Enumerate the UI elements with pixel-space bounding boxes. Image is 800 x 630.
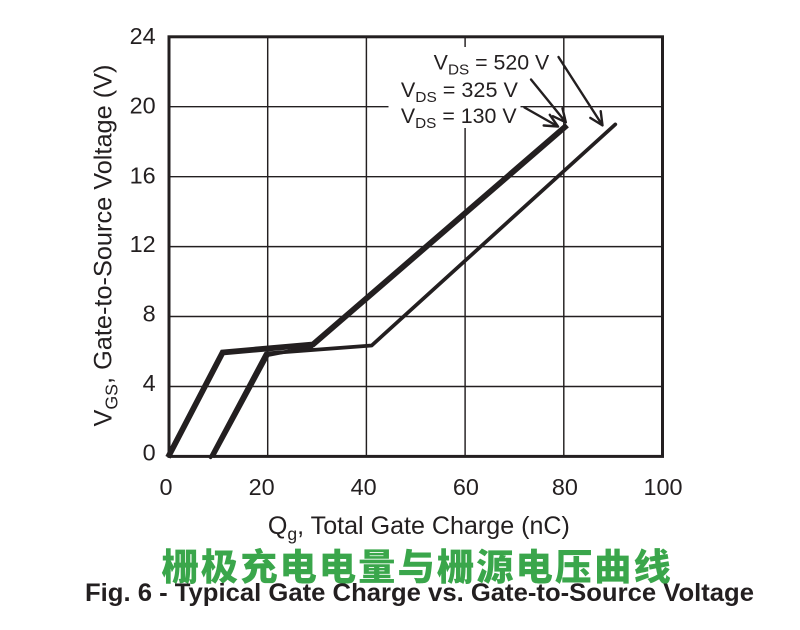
svg-text:100: 100 — [643, 474, 682, 500]
svg-text:20: 20 — [249, 474, 275, 500]
svg-text:12: 12 — [130, 231, 156, 257]
svg-text:VGS, Gate-to-Source Voltage (V: VGS, Gate-to-Source Voltage (V) — [89, 64, 121, 426]
svg-text:60: 60 — [453, 474, 479, 500]
svg-text:0: 0 — [159, 474, 172, 500]
svg-text:24: 24 — [130, 23, 156, 49]
svg-text:VDS = 520 V: VDS = 520 V — [434, 52, 550, 79]
svg-text:Qg, Total Gate Charge (nC): Qg, Total Gate Charge (nC) — [268, 512, 570, 544]
svg-text:VDS = 130 V: VDS = 130 V — [401, 105, 517, 132]
svg-text:16: 16 — [130, 162, 156, 188]
svg-text:0: 0 — [143, 440, 156, 466]
svg-text:Fig. 6 - Typical Gate Charge v: Fig. 6 - Typical Gate Charge vs. Gate-to… — [85, 579, 754, 607]
svg-text:20: 20 — [130, 93, 156, 119]
svg-text:4: 4 — [143, 370, 156, 396]
svg-text:80: 80 — [552, 474, 578, 500]
svg-text:40: 40 — [351, 474, 377, 500]
svg-text:8: 8 — [143, 301, 156, 327]
